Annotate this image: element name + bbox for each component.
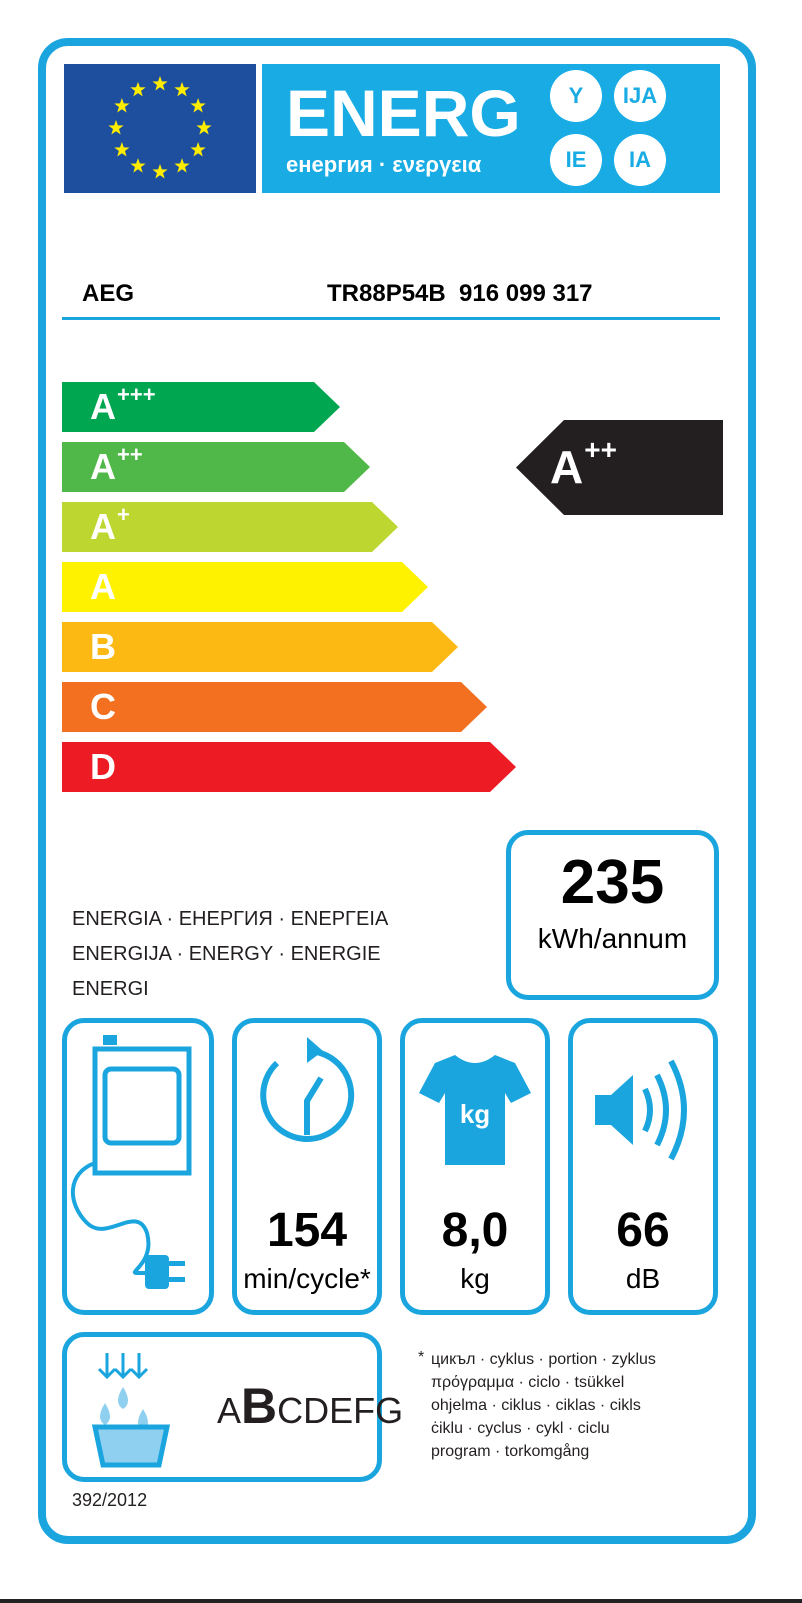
tshirt-kg-text: kg: [460, 1099, 490, 1129]
footnote-line: program · torkomgång: [431, 1443, 590, 1460]
energy-banner: ENERG енергия · ενεργεια Y IJA IE IA: [262, 64, 720, 193]
star-icon: [174, 158, 190, 173]
star-icon: [130, 81, 146, 97]
scale-plus: ++: [117, 442, 143, 467]
star-icon: [190, 98, 206, 113]
clock-icon: [260, 1037, 355, 1142]
star-icon: [114, 98, 130, 113]
scale-letter: A: [90, 566, 116, 607]
energy-words-line: ENERGIA · ЕНЕРГИЯ · ΕΝΕΡΓΕΙΑ: [72, 908, 389, 930]
star-icon: [196, 120, 212, 135]
divider: [62, 317, 720, 320]
star-icon: [174, 81, 190, 97]
condensation-class: CDEFG: [277, 1390, 404, 1431]
consumption-value: 235: [560, 848, 665, 917]
noise-value: 66: [616, 1204, 670, 1257]
consumption-unit: kWh/annum: [537, 923, 688, 954]
scale-letter: A: [90, 446, 116, 487]
condenser-dryer-plug-icon: [71, 1035, 192, 1289]
suffix-circle: IJA: [614, 70, 666, 122]
suffix-circle: Y: [550, 70, 602, 122]
footnote-line: πρόγραμμα · ciclo · tsükkel: [431, 1374, 625, 1391]
scale-letter: D: [90, 746, 116, 787]
label-frame: [38, 38, 756, 1544]
energy-words: ENERGIA · ЕНЕРГИЯ · ΕΝΕΡΓΕΙΑ ENERGIJA · …: [72, 902, 388, 1007]
noise-box: 66 dB: [568, 1018, 718, 1315]
rating-arrow: A++: [516, 420, 723, 515]
footnote: * цикъл · cyklus · portion · zyklus πρόγ…: [418, 1348, 656, 1463]
footnote-line: цикъл · cyklus · portion · zyklus: [431, 1351, 656, 1368]
cycle-time-value: 154: [266, 1204, 348, 1257]
condensation-box: ABCDEFG: [62, 1332, 403, 1482]
star-icon: [114, 142, 130, 157]
water-drops-bowl-icon: [91, 1353, 171, 1468]
capacity-unit: kg: [460, 1263, 490, 1294]
cycle-time-box: 154 min/cycle*: [232, 1018, 382, 1315]
cycle-time-unit: min/cycle*: [243, 1263, 371, 1294]
speaker-icon: [595, 1059, 687, 1161]
star-icon: [152, 164, 168, 179]
scale-letter: B: [90, 626, 116, 667]
scale-letter: A: [90, 506, 116, 547]
eu-stars-icon: [108, 76, 212, 179]
banner-subtitle: енергия · ενεργεια: [286, 152, 482, 177]
model-id: TR88P54B 916 099 317: [327, 280, 593, 307]
star-icon: [190, 142, 206, 157]
noise-unit: dB: [625, 1263, 661, 1294]
condensation-class: A: [217, 1390, 242, 1431]
suffix-circle: IA: [614, 134, 666, 186]
energy-words-line: ENERGIJA · ENERGY · ENERGIE: [72, 943, 381, 965]
footnote-line: ohjelma · ciklus · ciklas · cikls: [431, 1397, 641, 1414]
capacity-value: 8,0: [441, 1204, 509, 1257]
scale-plus: +++: [117, 382, 156, 407]
consumption-box: 235 kWh/annum: [506, 830, 719, 1000]
condensation-classes: ABCDEFG: [217, 1377, 403, 1435]
scale-plus: +: [117, 502, 130, 527]
condensation-selected-class: B: [241, 1378, 278, 1434]
banner-title: ENERG: [286, 76, 521, 150]
rating-plus: ++: [584, 434, 617, 465]
energy-words-line: ENERGI: [72, 978, 149, 1000]
supplier-name: AEG: [82, 280, 135, 307]
capacity-box: kg 8,0 kg: [400, 1018, 550, 1315]
regulation-number: 392/2012: [72, 1490, 148, 1510]
rating-letter: A: [550, 441, 584, 493]
star-icon: [152, 76, 168, 91]
tshirt-kg-icon: kg: [419, 1055, 531, 1165]
suffix-circle: IE: [550, 134, 602, 186]
footnote-asterisk: *: [418, 1349, 425, 1366]
footnote-line: ċiklu · cyclus · cykl · ciclu: [431, 1420, 610, 1437]
eu-flag: [64, 64, 256, 193]
scale-letter: C: [90, 686, 116, 727]
star-icon: [130, 158, 146, 173]
bottom-edge: [0, 1599, 802, 1603]
star-icon: [108, 120, 124, 135]
dryer-type-box: [62, 1018, 214, 1315]
scale-letter: A: [90, 386, 116, 427]
